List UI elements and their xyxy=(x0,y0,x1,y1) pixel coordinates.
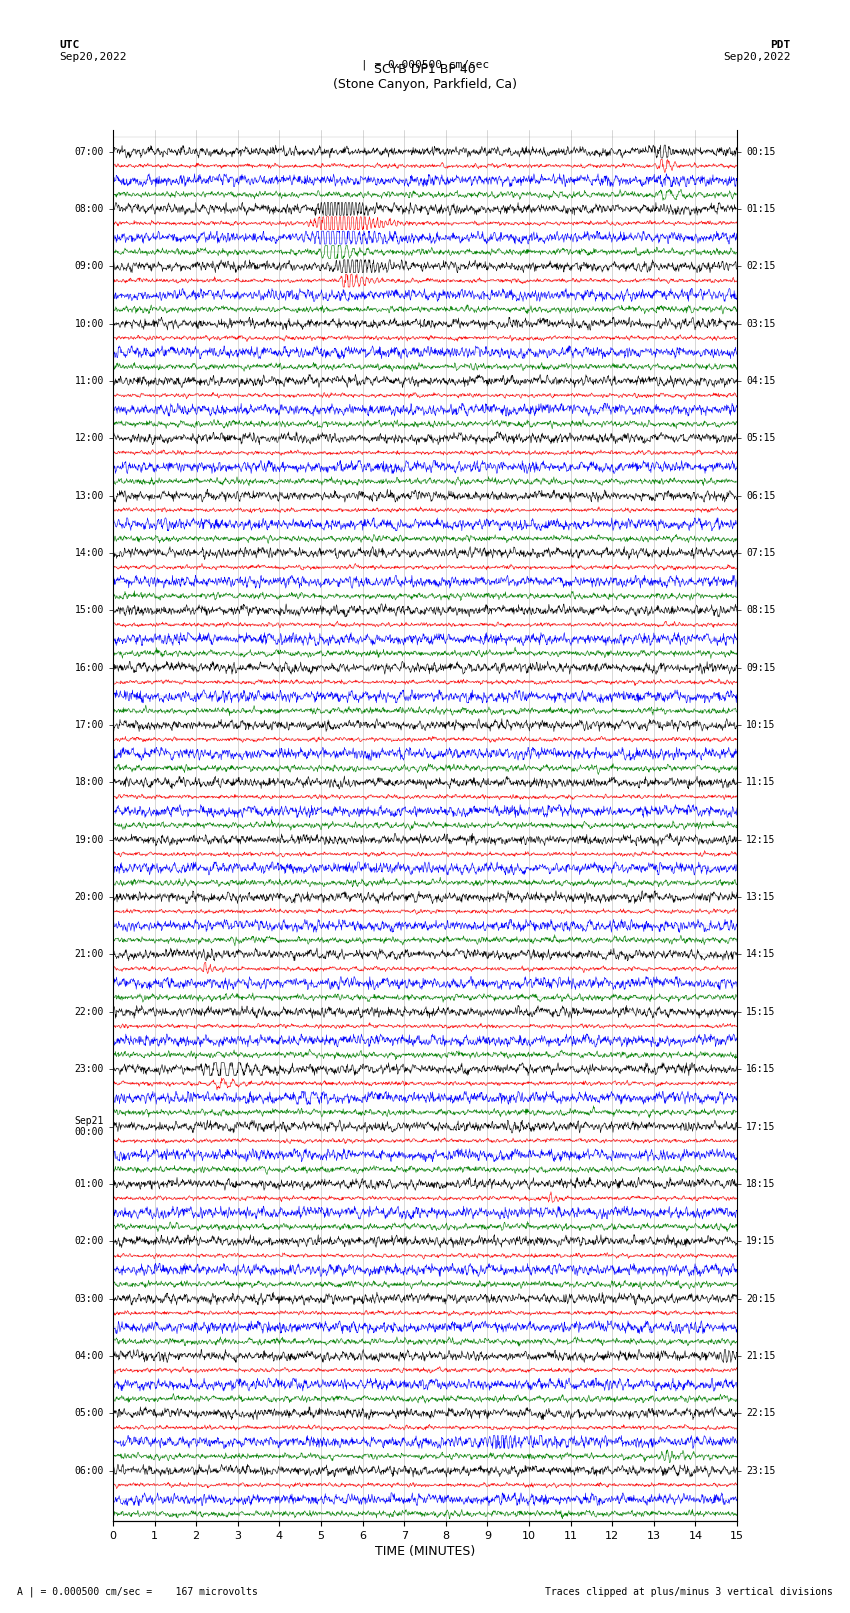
Text: Sep20,2022: Sep20,2022 xyxy=(723,52,791,61)
Text: PDT: PDT xyxy=(770,40,790,50)
Text: Traces clipped at plus/minus 3 vertical divisions: Traces clipped at plus/minus 3 vertical … xyxy=(545,1587,833,1597)
Text: Sep20,2022: Sep20,2022 xyxy=(60,52,127,61)
Text: A | = 0.000500 cm/sec =    167 microvolts: A | = 0.000500 cm/sec = 167 microvolts xyxy=(17,1586,258,1597)
Text: UTC: UTC xyxy=(60,40,80,50)
Title: SCYB DP1 BP 40
(Stone Canyon, Parkfield, Ca): SCYB DP1 BP 40 (Stone Canyon, Parkfield,… xyxy=(333,63,517,92)
Text: | = 0.000500 cm/sec: | = 0.000500 cm/sec xyxy=(361,60,489,71)
X-axis label: TIME (MINUTES): TIME (MINUTES) xyxy=(375,1545,475,1558)
